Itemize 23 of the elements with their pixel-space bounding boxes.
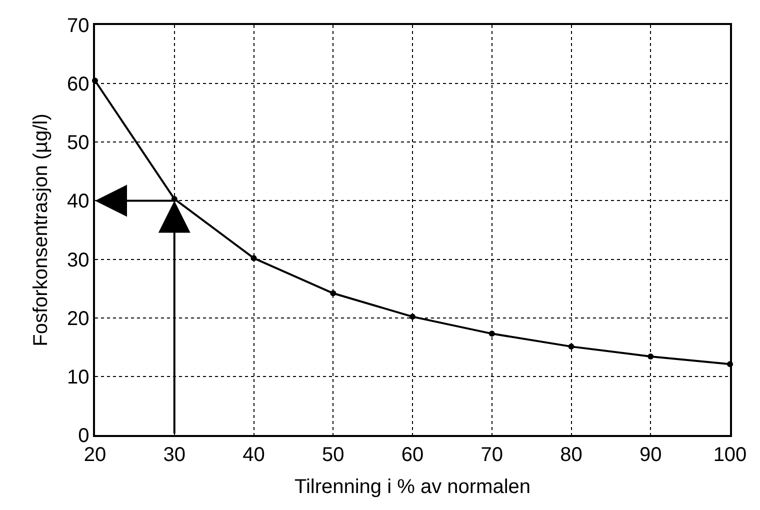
y-tick-label: 30 <box>67 249 90 272</box>
y-axis-title: Fosforkonsentrasjon (µg/l) <box>30 114 52 346</box>
x-tick-label: 60 <box>401 444 424 466</box>
point <box>330 290 336 296</box>
y-tick-label: 50 <box>67 132 90 154</box>
point <box>250 255 257 262</box>
x-tick-label: 80 <box>560 444 582 466</box>
y-tick-label: 40 <box>67 190 90 213</box>
x-tick-label: 50 <box>322 444 344 466</box>
x-tick-label: 100 <box>713 444 747 466</box>
point <box>488 330 495 337</box>
x-tick-label: 30 <box>163 444 186 466</box>
point <box>648 354 654 360</box>
x-axis-title: Tilrenning i % av normalen <box>294 476 531 498</box>
point <box>410 314 416 320</box>
x-tick-label: 40 <box>242 444 265 466</box>
x-tick-label: 90 <box>640 444 662 466</box>
y-tick-label: 10 <box>67 366 90 388</box>
y-tick-label: 60 <box>67 74 90 96</box>
point <box>568 344 574 350</box>
y-tick-label: 70 <box>67 15 90 37</box>
y-tick-label: 20 <box>67 308 90 330</box>
x-tick-label: 70 <box>480 444 504 466</box>
